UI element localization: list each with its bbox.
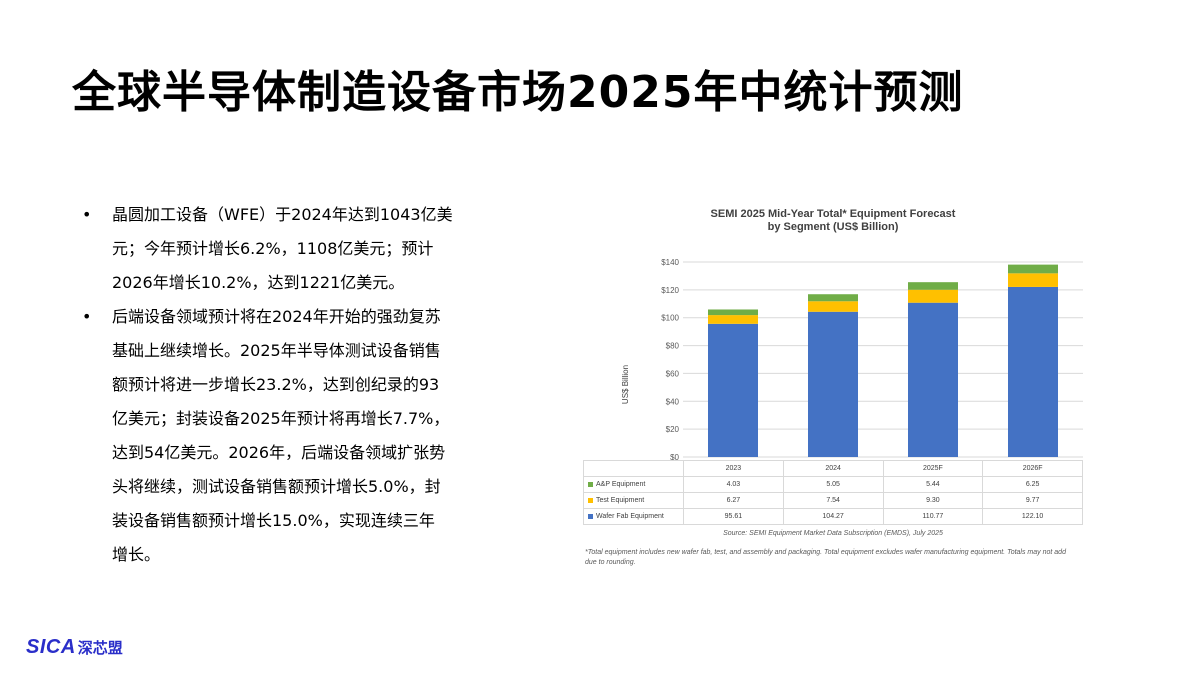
bullet-line: 达到54亿美元。2026年，后端设备领域扩张势	[112, 443, 446, 462]
bar-segment-test-equipment	[1008, 273, 1058, 287]
series-name: A&P Equipment	[596, 481, 646, 488]
bullet-line: 装设备销售额预计增长15.0%，实现连续三年	[112, 511, 435, 530]
bar-segment-a-p-equipment	[808, 294, 858, 302]
bar-segment-wafer-fab-equipment	[808, 311, 858, 457]
table-cell: 6.25	[982, 476, 1083, 493]
table-cell: 9.77	[982, 492, 1083, 509]
bullet-marker: •	[82, 307, 92, 326]
table-col-header: 2023	[683, 460, 784, 477]
bar-segment-a-p-equipment	[1008, 264, 1058, 274]
bullet-line: 晶圆加工设备（WFE）于2024年达到1043亿美	[112, 205, 453, 224]
logo-text-cn: 深芯盟	[77, 639, 123, 657]
table-cell: 122.10	[982, 508, 1083, 525]
page-title: 全球半导体制造设备市场2025年中统计预测	[72, 67, 964, 118]
table-col-header: 2025F	[882, 460, 984, 477]
chart-title: SEMI 2025 Mid-Year Total* Equipment Fore…	[583, 208, 1083, 234]
table-row-header: Test Equipment	[583, 492, 684, 509]
series-name: Wafer Fab Equipment	[596, 513, 664, 520]
bullet-line: 后端设备领域预计将在2024年开始的强劲复苏	[112, 307, 441, 326]
equipment-forecast-chart: SEMI 2025 Mid-Year Total* Equipment Fore…	[583, 200, 1083, 590]
bullet-item: • 后端设备领域预计将在2024年开始的强劲复苏 基础上继续增长。2025年半导…	[82, 300, 522, 572]
table-row-header: A&P Equipment	[583, 476, 684, 493]
bullet-line: 基础上继续增长。2025年半导体测试设备销售	[112, 341, 441, 360]
table-cell: 4.03	[683, 476, 784, 493]
bullet-line: 增长。	[112, 545, 161, 564]
bullet-line: 额预计将进一步增长23.2%，达到创纪录的93	[112, 375, 440, 394]
bullet-line: 亿美元；封装设备2025年预计将再增长7.7%，	[112, 409, 450, 428]
bar-segment-a-p-equipment	[908, 282, 958, 290]
legend-swatch	[588, 481, 593, 487]
y-tick-label: $0	[670, 453, 679, 462]
legend-swatch	[588, 513, 593, 519]
chart-title-line: by Segment (US$ Billion)	[767, 221, 899, 233]
y-tick-label: $80	[666, 342, 680, 351]
logo-text-en: SICA	[26, 636, 76, 658]
y-axis-label: US$ Billion	[621, 365, 630, 404]
bullet-list: • 晶圆加工设备（WFE）于2024年达到1043亿美 元；今年预计增长6.2%…	[82, 198, 522, 572]
table-header-row: 2023 2024 2025F 2026F	[583, 460, 1083, 477]
bullet-item: • 晶圆加工设备（WFE）于2024年达到1043亿美 元；今年预计增长6.2%…	[82, 198, 522, 300]
table-row-header: Wafer Fab Equipment	[583, 508, 684, 525]
table-cell: 6.27	[683, 492, 784, 509]
series-name: Test Equipment	[596, 497, 645, 504]
y-tick-label: $100	[661, 314, 679, 323]
legend-swatch	[588, 497, 593, 503]
table-row: Wafer Fab Equipment 95.61 104.27 110.77 …	[583, 508, 1083, 525]
table-cell: 110.77	[882, 508, 984, 525]
table-row: A&P Equipment 4.03 5.05 5.44 6.25	[583, 476, 1083, 493]
bullet-line: 2026年增长10.2%，达到1221亿美元。	[112, 273, 405, 292]
bullet-line: 元；今年预计增长6.2%，1108亿美元；预计	[112, 239, 434, 258]
table-cell: 104.27	[782, 508, 884, 525]
y-tick-label: $40	[666, 397, 680, 406]
y-tick-label: $140	[661, 258, 679, 267]
table-cell: 9.30	[882, 492, 984, 509]
table-cell: 95.61	[683, 508, 784, 525]
table-cell: 5.05	[782, 476, 884, 493]
table-cell: 7.54	[782, 492, 884, 509]
y-tick-label: $20	[666, 425, 680, 434]
bar-segment-test-equipment	[908, 289, 958, 303]
bar-segment-wafer-fab-equipment	[1008, 286, 1058, 457]
data-table: 2023 2024 2025F 2026F A&P Equipment 4.03…	[583, 460, 1083, 525]
bar-chart-plot: $0 $20 $40 $60 $80 $100 $120 $140 US$ Billion	[621, 258, 1083, 462]
bar-segment-test-equipment	[808, 301, 858, 312]
bar-segment-test-equipment	[708, 315, 758, 324]
brand-logo: SICA 深芯盟	[26, 636, 123, 659]
bar-segment-wafer-fab-equipment	[708, 323, 758, 457]
chart-footnote: *Total equipment includes new wafer fab,…	[585, 549, 1066, 566]
table-col-header: 2024	[782, 460, 884, 477]
table-col-header: 2026F	[982, 460, 1083, 477]
chart-title-line: SEMI 2025 Mid-Year Total* Equipment Fore…	[710, 208, 956, 220]
bullet-line: 头将继续，测试设备销售额预计增长5.0%，封	[112, 477, 441, 496]
bar-segment-a-p-equipment	[708, 309, 758, 316]
table-cell: 5.44	[882, 476, 984, 493]
y-tick-label: $120	[661, 286, 679, 295]
bar-segment-wafer-fab-equipment	[908, 302, 958, 457]
y-tick-label: $60	[666, 369, 680, 378]
bullet-marker: •	[82, 205, 92, 224]
table-row: Test Equipment 6.27 7.54 9.30 9.77	[583, 492, 1083, 509]
table-corner	[583, 460, 684, 477]
chart-source: Source: SEMI Equipment Market Data Subsc…	[723, 530, 943, 537]
